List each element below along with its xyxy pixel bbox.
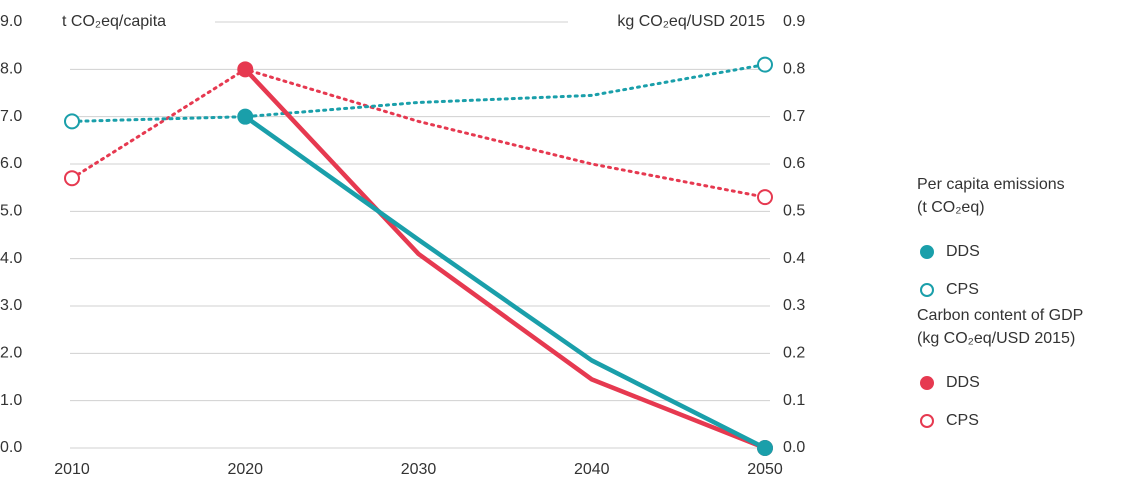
x-tick-label: 2010 [54, 461, 90, 478]
series-marker [237, 108, 254, 125]
x-tick-label: 2030 [401, 461, 437, 478]
y2-tick-label: 0.3 [783, 297, 805, 314]
legend-label: DDS [946, 243, 980, 260]
y-tick-label: 8.0 [0, 61, 22, 78]
y2-tick-label: 0.4 [783, 250, 805, 267]
series-marker [237, 61, 254, 78]
y2-tick-label: 0.6 [783, 155, 805, 172]
label-backing [568, 10, 770, 36]
y-tick-label: 7.0 [0, 108, 22, 125]
y2-tick-label: 0.9 [783, 13, 805, 30]
label-backing [50, 10, 215, 36]
series-marker [757, 440, 773, 456]
series-marker [64, 113, 80, 130]
series-marker [757, 189, 773, 206]
y-tick-label: 9.0 [0, 13, 22, 30]
y2-tick-label: 0.0 [783, 439, 805, 456]
grid [70, 21, 770, 449]
legend-title: (t CO₂eq) [917, 199, 985, 216]
y-tick-label: 4.0 [0, 250, 22, 267]
series-line [243, 67, 768, 451]
y-tick-label: 3.0 [0, 297, 22, 314]
series-marker [757, 56, 773, 73]
y2-tick-label: 0.1 [783, 392, 805, 409]
x-tick-label: 2040 [574, 461, 610, 478]
y-tick-label: 0.0 [0, 439, 22, 456]
y-tick-label: 6.0 [0, 155, 22, 172]
legend-label: DDS [946, 374, 980, 391]
legend-marker [920, 414, 934, 428]
series-line [243, 114, 768, 451]
legend-marker [920, 245, 934, 259]
x-tick-label: 2020 [227, 461, 263, 478]
y2-tick-label: 0.2 [783, 345, 805, 362]
y2-tick-label: 0.7 [783, 108, 805, 125]
legend-marker [920, 283, 934, 297]
legend-marker [920, 376, 934, 390]
legend-title: Per capita emissions [917, 176, 1065, 193]
y-axis-label: t CO₂eq/capita [62, 13, 166, 30]
legend-label: CPS [946, 281, 979, 298]
legend-title: (kg CO₂eq/USD 2015) [917, 330, 1075, 347]
y2-axis-label: kg CO₂eq/USD 2015 [617, 13, 765, 30]
series-marker [64, 170, 80, 187]
series-line [70, 63, 767, 123]
y-tick-label: 5.0 [0, 203, 22, 220]
y2-tick-label: 0.8 [783, 61, 805, 78]
y-tick-label: 1.0 [0, 392, 22, 409]
y2-tick-label: 0.5 [783, 203, 805, 220]
legend-label: CPS [946, 412, 979, 429]
y-tick-label: 2.0 [0, 345, 22, 362]
x-tick-label: 2050 [747, 461, 783, 478]
series-line [70, 67, 767, 199]
legend-title: Carbon content of GDP [917, 307, 1083, 324]
